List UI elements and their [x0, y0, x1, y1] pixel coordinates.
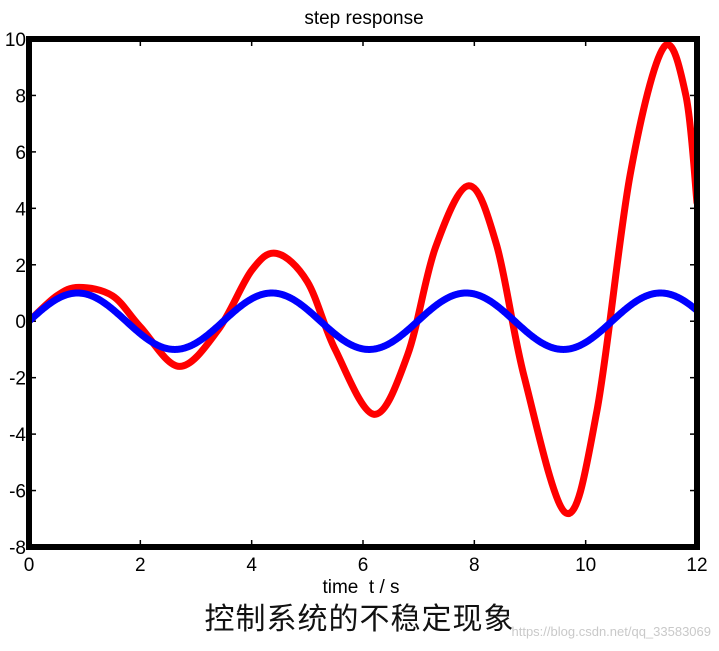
series-line-1 — [29, 289, 697, 353]
y-tick-labels: -8 -6 -4 -2 0 2 4 6 8 10 — [5, 30, 27, 559]
y-tick-label: 8 — [15, 86, 26, 107]
y-tick-label: -6 — [9, 482, 26, 503]
x-tick-labels: 0 2 4 6 8 10 12 — [24, 555, 708, 576]
y-tick-label: 6 — [15, 143, 26, 164]
x-tick-label: 12 — [686, 555, 707, 576]
plot-frame — [26, 36, 700, 550]
y-tick-label: 2 — [15, 256, 26, 277]
plot-area — [26, 36, 700, 550]
y-tick-label: -8 — [9, 538, 26, 559]
y-tick-label: -2 — [9, 369, 26, 390]
x-tick-label: 4 — [246, 555, 257, 576]
x-tick-label: 6 — [358, 555, 369, 576]
watermark-text: https://blog.csdn.net/qq_33583069 — [511, 624, 712, 639]
x-axis-label: time t / s — [322, 577, 399, 595]
y-tick-label: 10 — [5, 30, 26, 51]
x-tick-label: 8 — [469, 555, 480, 576]
chart-title: step response — [304, 8, 423, 29]
y-tick-label: -4 — [9, 425, 26, 446]
figure-caption: 控制系统的不稳定现象 — [204, 602, 515, 637]
y-tick-label: 0 — [15, 312, 26, 333]
x-tick-label: 0 — [24, 555, 35, 576]
x-tick-label: 10 — [575, 555, 596, 576]
x-tick-label: 2 — [135, 555, 146, 576]
series-line-0 — [29, 41, 697, 517]
y-tick-label: 4 — [15, 199, 26, 220]
